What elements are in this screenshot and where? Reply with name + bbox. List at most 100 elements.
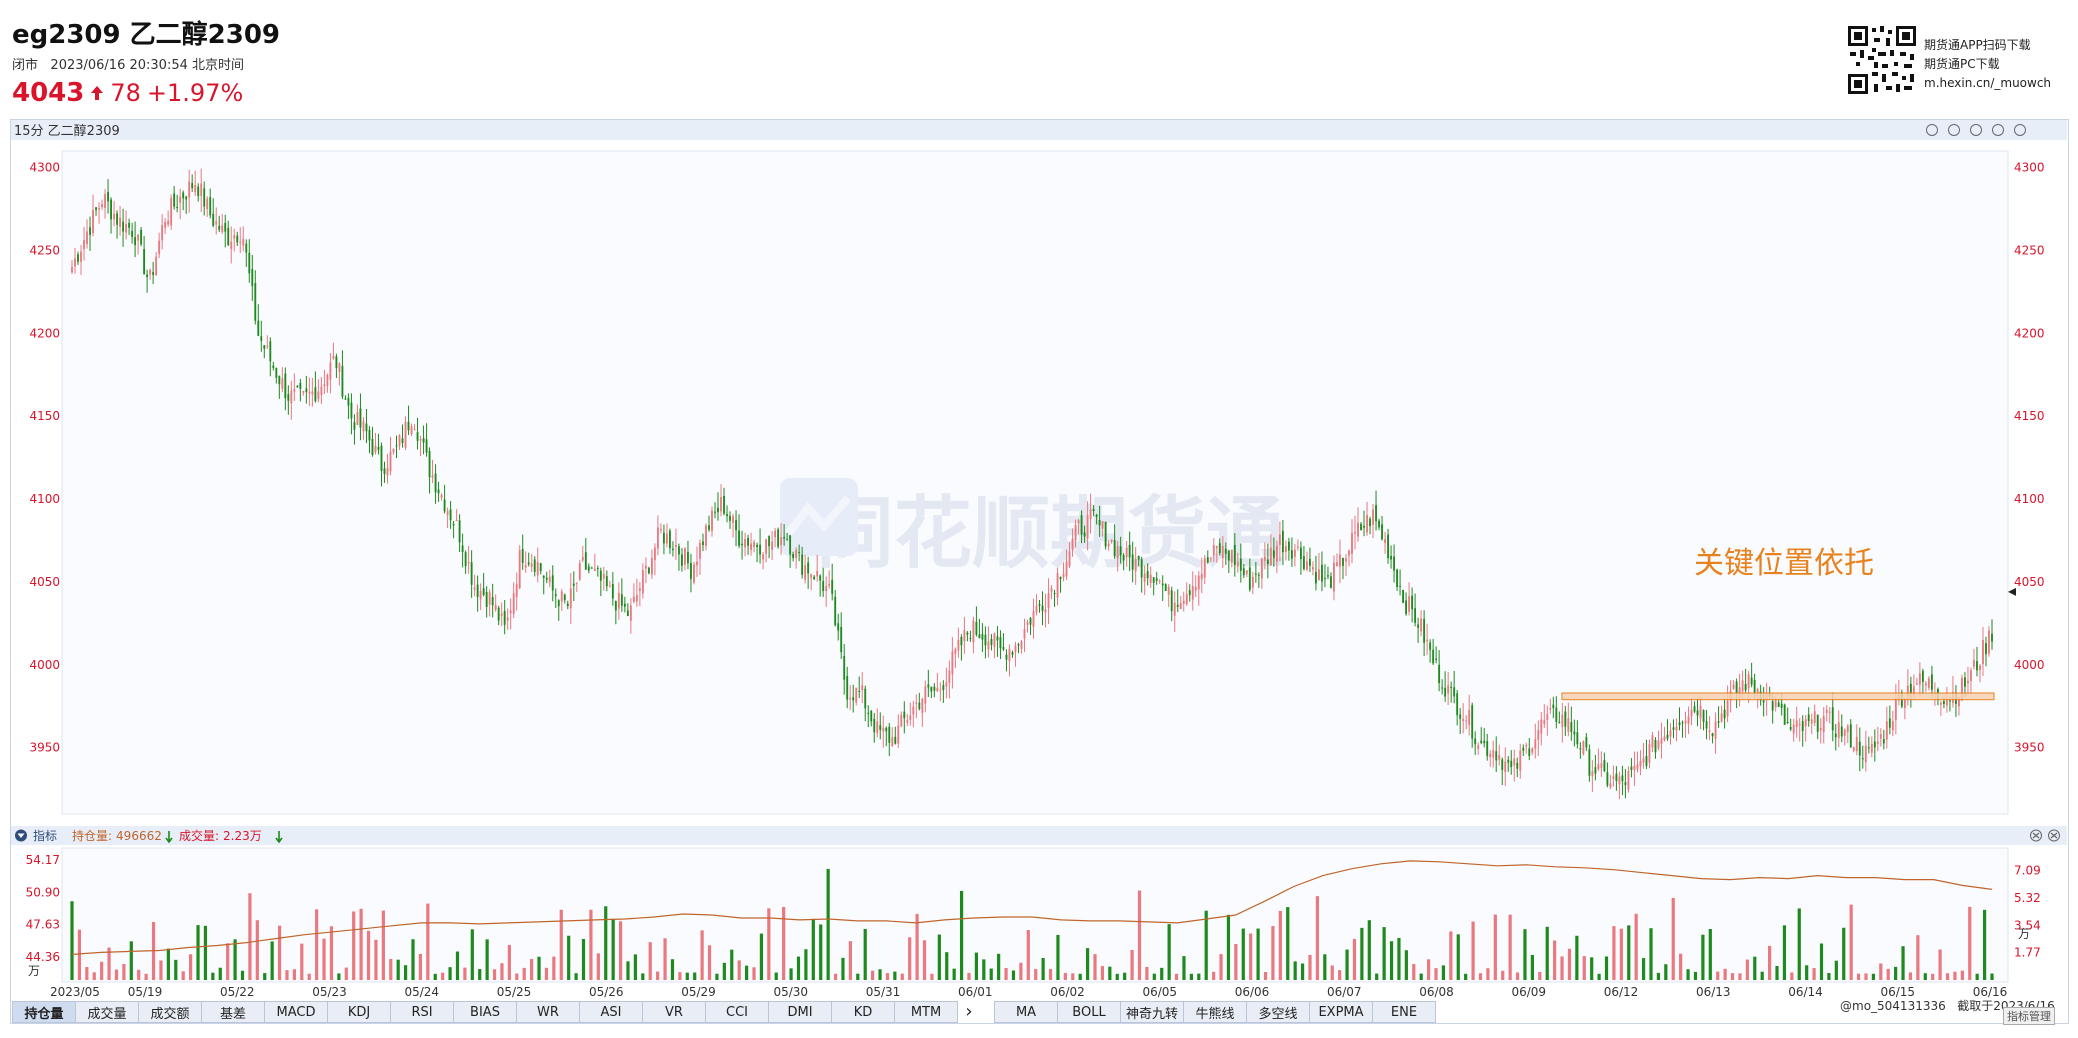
candle-body	[1924, 683, 1927, 686]
candle-body	[1263, 556, 1266, 561]
volume-bar	[1975, 973, 1979, 980]
tab-asi[interactable]: ASI	[579, 1001, 643, 1023]
candle-body	[1837, 722, 1840, 738]
candle-body	[873, 718, 876, 733]
zoom-in-icon[interactable]	[1948, 124, 1960, 136]
tab-rsi[interactable]: RSI	[390, 1001, 454, 1023]
volume-bar	[707, 945, 712, 980]
candle-body	[578, 563, 581, 580]
volume-bar	[1167, 924, 1171, 980]
volume-bar	[1982, 909, 1987, 980]
candle-body	[852, 697, 855, 701]
candle-body	[1831, 707, 1834, 731]
oi-value: 496662	[116, 829, 162, 843]
tab-成交额[interactable]: 成交额	[138, 1001, 202, 1023]
volume-bar	[1011, 970, 1016, 980]
tab-成交量[interactable]: 成交量	[75, 1001, 139, 1023]
price-plot-area[interactable]	[61, 150, 2009, 815]
candle-body	[669, 530, 671, 549]
volume-bar	[752, 967, 756, 980]
overlay-tab-boll[interactable]: BOLL	[1057, 1001, 1121, 1023]
volume-bar	[1108, 966, 1112, 980]
candle-body	[1188, 590, 1191, 596]
candle-body	[272, 365, 275, 368]
tab-cci[interactable]: CCI	[705, 1001, 769, 1023]
candle-body	[1516, 762, 1519, 769]
volume-bar	[426, 903, 430, 980]
screenshot-icon[interactable]	[1992, 124, 2004, 136]
candle-body	[1062, 573, 1065, 578]
undo-icon[interactable]	[1926, 124, 1938, 136]
candle-body	[861, 685, 864, 691]
close-icon[interactable]	[2014, 124, 2026, 136]
volume-bar	[181, 971, 185, 980]
tab-wr[interactable]: WR	[516, 1001, 580, 1023]
candle-body	[804, 565, 807, 580]
candle-body	[957, 639, 960, 651]
volume-bar	[1056, 934, 1060, 980]
tab-dmi[interactable]: DMI	[768, 1001, 832, 1023]
overlay-tab-expma[interactable]: EXPMA	[1309, 1001, 1373, 1023]
key-support-zone	[1561, 692, 1995, 701]
volume-bar	[1908, 972, 1913, 980]
tab-kdj[interactable]: KDJ	[327, 1001, 391, 1023]
candle-body	[1432, 649, 1435, 664]
tab-基差[interactable]: 基差	[201, 1001, 265, 1023]
tab-持仓量[interactable]: 持仓量	[12, 1001, 76, 1023]
candle-body	[1735, 681, 1738, 694]
candle-body	[140, 229, 143, 245]
download-app-text: 期货通APP扫码下载	[1924, 38, 2031, 52]
candle-body	[825, 585, 828, 592]
volume-bar	[1375, 973, 1379, 980]
candle-body	[1804, 719, 1807, 727]
candle-body	[500, 613, 503, 616]
download-url[interactable]: m.hexin.cn/_muowch	[1924, 76, 2052, 90]
candle-body	[1345, 558, 1347, 562]
candle-body	[1672, 727, 1675, 730]
tab-mtm[interactable]: MTM	[894, 1001, 958, 1023]
candle-body	[1558, 721, 1561, 724]
candle-body	[218, 225, 221, 230]
candle-body	[1786, 721, 1789, 723]
tab-bias[interactable]: BIAS	[453, 1001, 517, 1023]
candle-body	[1588, 749, 1591, 776]
volume-bar	[277, 925, 282, 980]
indicator-panel-icons[interactable]	[2030, 829, 2060, 842]
overlay-tab-ma[interactable]: MA	[994, 1001, 1058, 1023]
time-label: 06/09	[1511, 985, 1546, 999]
overlay-tab-牛熊线[interactable]: 牛熊线	[1183, 1001, 1247, 1023]
tab-kd[interactable]: KD	[831, 1001, 895, 1023]
candle-body	[1029, 617, 1032, 625]
candle-body	[1840, 726, 1843, 737]
candle-body	[792, 554, 795, 558]
volume-bar	[544, 967, 549, 980]
overlay-tab-ene[interactable]: ENE	[1372, 1001, 1436, 1023]
overlay-tab-神奇九转[interactable]: 神奇九转	[1120, 1001, 1184, 1023]
candle-body	[227, 227, 230, 246]
tab-vr[interactable]: VR	[642, 1001, 706, 1023]
candle-body	[632, 596, 635, 602]
zoom-out-icon[interactable]	[1970, 124, 1982, 136]
candle-body	[551, 575, 554, 591]
panel-tool-icons[interactable]	[1926, 124, 2026, 136]
candle-body	[1822, 716, 1825, 733]
candle-body	[188, 181, 191, 198]
indicator-plot-area[interactable]	[61, 847, 2009, 983]
volume-bar	[1634, 913, 1638, 980]
candle-body	[170, 198, 173, 226]
indicator-manage-button[interactable]: 指标管理	[2003, 1007, 2055, 1025]
volume-bar	[1827, 973, 1831, 980]
candle-body	[1071, 538, 1074, 551]
tabs-more-arrow[interactable]: ›	[965, 1000, 973, 1022]
volume-bar	[322, 938, 326, 980]
indicator-titlebar	[11, 826, 2067, 845]
candle-body	[260, 336, 263, 341]
overlay-tab-多空线[interactable]: 多空线	[1246, 1001, 1310, 1023]
candle-body	[602, 574, 605, 579]
tab-macd[interactable]: MACD	[264, 1001, 328, 1023]
candle-body	[930, 686, 933, 692]
volume-bar	[218, 967, 222, 980]
candle-body	[653, 547, 656, 561]
volume-bar	[455, 951, 460, 980]
